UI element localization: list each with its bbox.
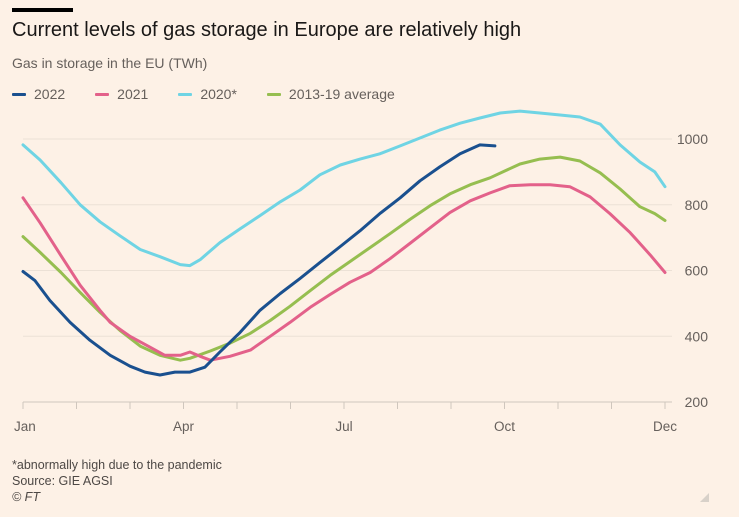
chart-title: Current levels of gas storage in Europe … — [12, 19, 522, 41]
series-line-2020 — [21, 109, 667, 268]
legend-swatch-2021 — [95, 92, 110, 96]
legend-item-average: 2013-19 average — [266, 86, 395, 102]
y-tick-label: 200 — [685, 394, 709, 410]
legend-label-2020: 2020* — [200, 86, 237, 102]
legend-item-2022: 2022 — [12, 86, 65, 102]
series-lines — [21, 109, 667, 377]
y-axis: 200 400 600 800 1000 — [677, 131, 708, 410]
footnote: *abnormally high due to the pandemic Sou… — [12, 457, 222, 505]
x-tick-label-jul: Jul — [335, 419, 352, 434]
x-axis: Jan Apr Jul Oct Dec — [14, 402, 677, 434]
x-tick-label-dec: Dec — [653, 419, 677, 434]
legend: 2022 2021 2020* 2013-19 average — [12, 86, 425, 102]
series-line-2022 — [21, 143, 497, 377]
source-note: Source: GIE AGSI — [12, 474, 113, 488]
chart-subtitle: Gas in storage in the EU (TWh) — [12, 55, 208, 71]
x-tick-label-apr: Apr — [173, 419, 195, 434]
copyright: © FT — [12, 490, 40, 504]
y-tick-label: 800 — [685, 197, 709, 213]
resize-handle-icon[interactable] — [700, 493, 709, 502]
legend-swatch-2022 — [12, 92, 26, 96]
pandemic-note: *abnormally high due to the pandemic — [12, 458, 222, 472]
legend-label-2022: 2022 — [34, 86, 66, 102]
legend-item-2021: 2021 — [95, 86, 148, 102]
y-tick-label: 1000 — [677, 131, 708, 147]
x-tick-label-jan: Jan — [14, 419, 36, 434]
legend-swatch-average — [266, 92, 281, 96]
y-tick-label: 600 — [685, 263, 709, 279]
series-line-2013-19-average — [21, 155, 667, 362]
legend-label-2021: 2021 — [117, 86, 149, 102]
legend-label-average: 2013-19 average — [288, 86, 395, 102]
x-tick-label-oct: Oct — [494, 419, 515, 434]
brand-bar — [12, 8, 73, 12]
legend-item-2020: 2020* — [178, 86, 237, 102]
y-tick-label: 400 — [685, 328, 709, 344]
series-line-2021 — [21, 183, 667, 362]
legend-swatch-2020 — [178, 92, 193, 96]
